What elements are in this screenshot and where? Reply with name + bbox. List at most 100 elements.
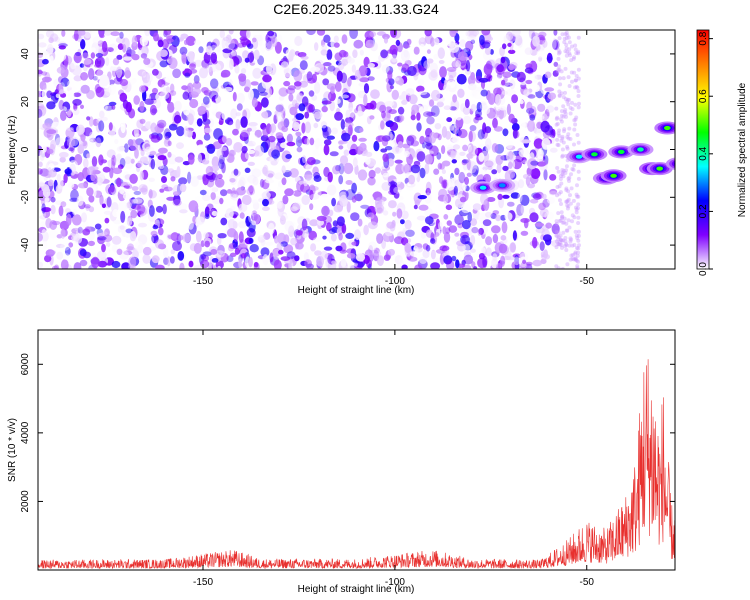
heatmap-cell	[425, 244, 431, 252]
heatmap-cell	[438, 221, 443, 231]
heatmap-cell	[60, 77, 70, 87]
heatmap-cell	[83, 30, 92, 39]
heatmap-cell	[343, 162, 354, 175]
heatmap-cell	[540, 83, 550, 95]
heatmap-cell	[506, 140, 513, 150]
heatmap-cell	[106, 149, 116, 159]
heatmap-cell	[392, 211, 397, 217]
heatmap-cell	[562, 220, 566, 225]
heatmap-cell	[536, 49, 545, 58]
heatmap-cell	[58, 99, 65, 111]
heatmap-cell	[481, 247, 486, 254]
heatmap-cell	[429, 99, 435, 107]
heatmap-cell	[566, 136, 571, 141]
heatmap-cell	[310, 243, 317, 252]
heatmap-cell	[521, 120, 526, 129]
heatmap-cell	[454, 151, 461, 161]
heatmap-cell	[484, 47, 492, 56]
heatmap-cell	[250, 199, 259, 204]
heatmap-cell	[46, 43, 54, 55]
heatmap-cell	[181, 85, 188, 91]
heatmap-cell	[289, 168, 299, 178]
heatmap-cell	[502, 128, 509, 137]
heatmap-cell	[157, 119, 167, 129]
heatmap-cell	[163, 247, 169, 258]
heatmap-cell	[112, 68, 117, 78]
heatmap-cell	[102, 40, 108, 53]
heatmap-cell	[153, 172, 160, 177]
heatmap-cell	[546, 105, 555, 113]
heatmap-cell	[38, 52, 44, 59]
heatmap-cell	[111, 260, 121, 269]
heatmap-cell	[336, 70, 343, 82]
heatmap-cell	[303, 179, 308, 187]
heatmap-cell	[564, 186, 569, 191]
heatmap-cell	[108, 122, 113, 131]
heatmap-cell	[258, 40, 268, 48]
heatmap-cell	[107, 159, 116, 168]
heatmap-cell	[289, 106, 298, 116]
heatmap-cell	[408, 94, 418, 105]
heatmap-cell	[265, 39, 272, 50]
heatmap-cell	[559, 91, 564, 96]
heatmap-cell	[335, 81, 342, 92]
heatmap-cell	[413, 245, 419, 254]
heatmap-cell	[357, 110, 364, 117]
heatmap-cell	[419, 37, 425, 43]
heatmap-cell	[304, 138, 310, 146]
heatmap-cell	[374, 203, 385, 214]
heatmap-cell	[210, 264, 216, 269]
heatmap-cell	[466, 35, 477, 41]
heatmap-cell	[338, 232, 343, 241]
heatmap-cell	[282, 195, 289, 205]
heatmap-cell	[469, 125, 477, 132]
heatmap-cell	[50, 139, 57, 150]
heatmap-cell	[491, 143, 499, 153]
heatmap-cell	[341, 34, 348, 44]
heatmap-cell	[468, 130, 473, 143]
heatmap-cell	[576, 89, 581, 94]
heatmap-cell	[404, 242, 412, 253]
heatmap-cell	[202, 194, 211, 201]
heatmap-cell	[248, 89, 254, 101]
heatmap-cell	[120, 121, 126, 134]
heatmap-cell	[464, 176, 469, 185]
heatmap-cell	[86, 116, 91, 121]
colorbar-tick-label: 0.8	[698, 31, 709, 45]
heatmap-cell	[335, 245, 343, 252]
heatmap-cell	[557, 93, 562, 98]
heatmap-cell	[555, 185, 560, 189]
heatmap-cell	[259, 110, 269, 121]
heatmap-cell	[562, 127, 567, 132]
heatmap-cell	[347, 57, 356, 64]
heatmap-cell	[193, 39, 201, 45]
heatmap-cell	[219, 30, 225, 39]
heatmap-cell	[62, 253, 71, 261]
heatmap-cell	[77, 182, 88, 189]
heatmap-cell	[563, 244, 568, 249]
heatmap-cell	[188, 260, 194, 268]
heatmap-cell	[228, 79, 233, 86]
heatmap-cell	[98, 120, 105, 132]
heatmap-cell	[529, 212, 539, 223]
heatmap-cell	[576, 169, 581, 174]
heatmap-cell	[390, 54, 398, 63]
heatmap-cell	[48, 250, 56, 255]
heatmap-cell	[564, 42, 569, 47]
heatmap-cell	[182, 161, 191, 166]
heatmap-cell	[176, 126, 185, 137]
heatmap-cell	[532, 193, 542, 201]
heatmap-cell	[265, 179, 275, 184]
heatmap-cell	[426, 49, 431, 54]
heatmap-cell	[124, 67, 131, 79]
heatmap-cell	[449, 106, 457, 111]
heatmap-cell	[241, 94, 247, 103]
heatmap-cell	[566, 35, 571, 40]
heatmap-cell	[234, 65, 240, 74]
heatmap-cell	[200, 259, 210, 269]
heatmap-cell	[367, 263, 372, 269]
heatmap-cell	[576, 176, 581, 181]
heatmap-cell	[118, 186, 126, 194]
heatmap-cell	[549, 174, 557, 181]
heatmap-cell	[323, 34, 331, 43]
